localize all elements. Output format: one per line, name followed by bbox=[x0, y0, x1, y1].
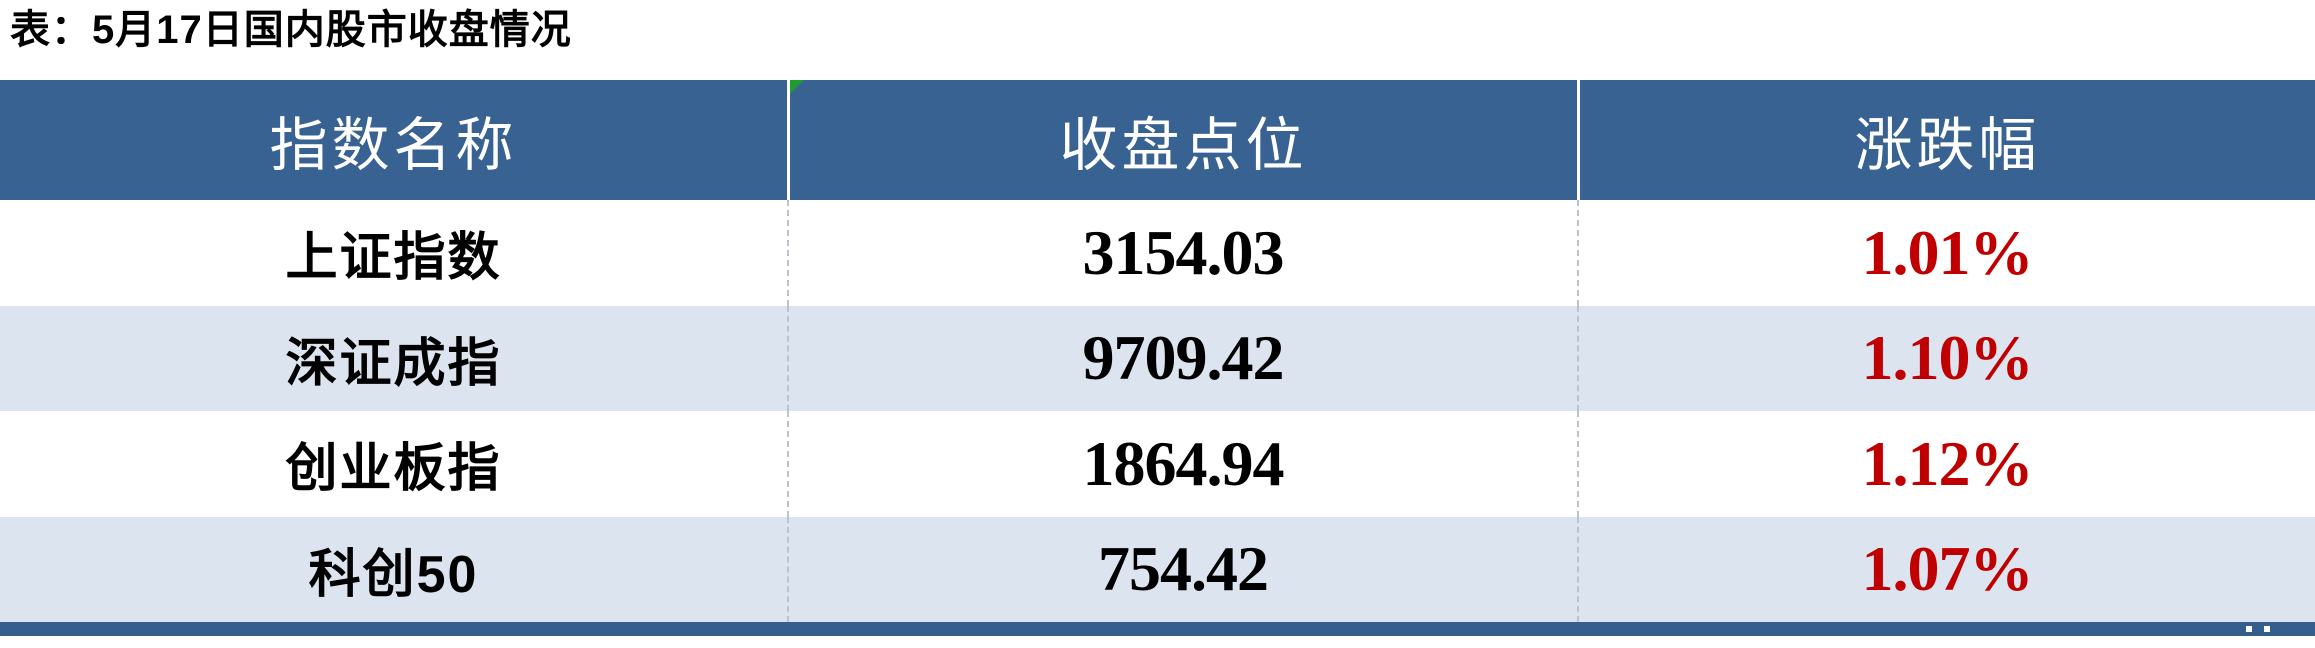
selection-handle-dot bbox=[2246, 626, 2252, 632]
header-close-points-label: 收盘点位 bbox=[1059, 113, 1308, 178]
stock-index-table: 指数名称 收盘点位 涨跌幅 上证指数 3154.03 1.01% 深证成指 97… bbox=[0, 80, 2315, 622]
row-chinext-change: 1.12% bbox=[1577, 411, 2315, 517]
excel-error-indicator-icon bbox=[790, 80, 804, 94]
row-sse-change: 1.01% bbox=[1577, 200, 2315, 306]
selection-handle-dot bbox=[2264, 626, 2270, 632]
row-star50-change: 1.07% bbox=[1577, 516, 2315, 622]
table-title: 表：5月17日国内股市收盘情况 bbox=[10, 8, 572, 52]
row-sse-close: 3154.03 bbox=[787, 200, 1577, 306]
row-chinext-index-name: 创业板指 bbox=[0, 411, 787, 517]
header-change-percent: 涨跌幅 bbox=[1577, 80, 2315, 200]
row-szse-close: 9709.42 bbox=[787, 305, 1577, 411]
row-star50-index-name: 科创50 bbox=[0, 516, 787, 622]
table-bottom-border-bar bbox=[0, 622, 2315, 636]
row-szse-change: 1.10% bbox=[1577, 305, 2315, 411]
header-index-name: 指数名称 bbox=[0, 80, 787, 200]
row-star50-close: 754.42 bbox=[787, 516, 1577, 622]
row-sse-index-name: 上证指数 bbox=[0, 200, 787, 306]
row-chinext-close: 1864.94 bbox=[787, 411, 1577, 517]
header-close-points: 收盘点位 bbox=[787, 80, 1577, 200]
row-szse-index-name: 深证成指 bbox=[0, 305, 787, 411]
